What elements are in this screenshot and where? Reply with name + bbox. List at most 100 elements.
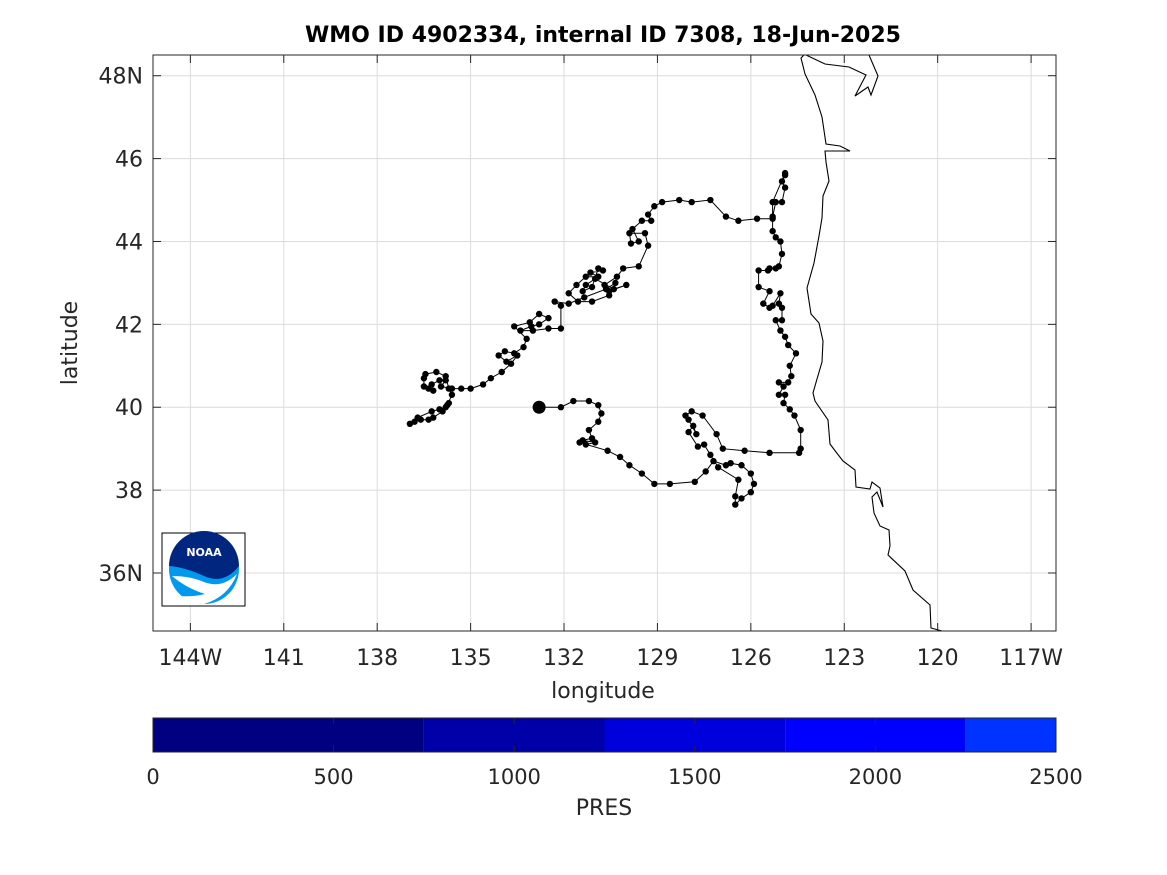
float-position-point [781,333,789,340]
float-position-point [780,383,787,390]
coastline [800,55,943,631]
float-position-point [517,327,524,334]
x-tick-label: 132 [543,646,585,671]
x-tick-label: 117W [999,646,1063,671]
float-position-point [565,300,572,307]
float-position-point [595,401,602,409]
float-position-point [588,283,596,291]
float-position-point [433,368,440,376]
x-axis-label: longitude [551,679,655,704]
float-position-point [735,476,742,483]
float-position-point [766,288,773,295]
float-position-point [785,379,792,386]
float-position-point [741,447,748,454]
float-position-point [691,478,698,486]
noaa-logo-text: NOAA [186,546,222,559]
float-position-point [785,341,792,349]
float-position-point [604,447,611,454]
float-position-point [582,281,590,289]
float-position-point [635,263,642,270]
plot-area [153,55,1056,631]
float-position-point [442,372,449,380]
float-position-point [747,470,755,477]
float-position-point [750,480,758,488]
float-position-point [775,391,783,398]
float-position-point [772,317,779,324]
float-position-point [467,385,474,392]
float-position-point [682,412,689,419]
float-position-point [445,385,453,392]
x-tick-label: 123 [823,646,865,671]
float-position-point [627,240,635,247]
float-position-point [545,325,552,332]
float-position-point [722,213,730,220]
float-position-point [511,323,518,330]
float-position-point [780,399,787,407]
float-position-point [576,439,583,446]
float-position-point [501,348,509,355]
float-position-point [557,325,565,332]
float-position-point [769,215,776,222]
float-position-point [565,290,572,297]
float-position-point [738,462,745,469]
float-position-point [738,495,745,502]
float-position-point [420,383,428,390]
float-position-point [775,263,783,270]
float-position-point [641,229,649,237]
float-position-point [406,420,414,428]
float-position-point [791,412,798,419]
y-tick-label: 40 [115,396,143,421]
x-tick-label: 126 [730,646,772,671]
float-position-point [719,445,727,452]
float-position-point [582,441,590,448]
float-position-point [694,443,702,450]
float-position-point [766,265,773,272]
float-position-point [616,453,624,461]
float-position-point [507,360,515,367]
float-position-point [585,426,593,434]
x-tick-label: 138 [356,646,398,671]
x-tick-label: 120 [917,646,959,671]
float-position-point [612,279,619,287]
float-position-point [610,285,618,293]
noaa-logo: NOAA [161,531,246,607]
colorbar-tick-label: 1500 [668,765,721,789]
float-position-point [644,242,652,249]
float-position-point [753,215,761,222]
float-position-point [792,350,800,357]
float-position-point [755,267,762,274]
float-position-point [619,265,627,272]
float-position-point [526,319,533,326]
float-position-point [700,441,708,448]
float-position-point [786,406,793,413]
float-position-point [755,283,762,291]
y-tick-label: 44 [115,230,143,255]
colorbar-bin [965,718,1056,752]
float-position-point [623,281,630,289]
colorbar-bin [153,718,424,752]
y-tick-label: 48N [99,65,143,90]
float-position-point [775,300,783,307]
float-position-point [777,327,784,334]
float-position-point [605,292,613,299]
float-position-point [445,399,453,407]
x-tick-label: 135 [450,646,492,671]
float-position-point [585,397,593,405]
float-position-point [436,377,443,384]
x-tick-label: 129 [636,646,678,671]
float-position-point [693,430,700,438]
y-tick-label: 38 [115,479,143,504]
float-position-point [414,414,421,421]
float-position-point [727,459,734,467]
float-position-point [760,300,767,307]
float-position-point [766,304,773,311]
float-position-point [688,408,695,415]
float-position-point [570,397,577,405]
float-position-point [707,451,714,459]
grid-lines [153,55,1056,631]
float-position-point [458,385,465,392]
float-position-point [688,198,695,206]
colorbar [153,718,1056,752]
float-position-point [557,302,565,309]
float-position-point [699,412,706,419]
